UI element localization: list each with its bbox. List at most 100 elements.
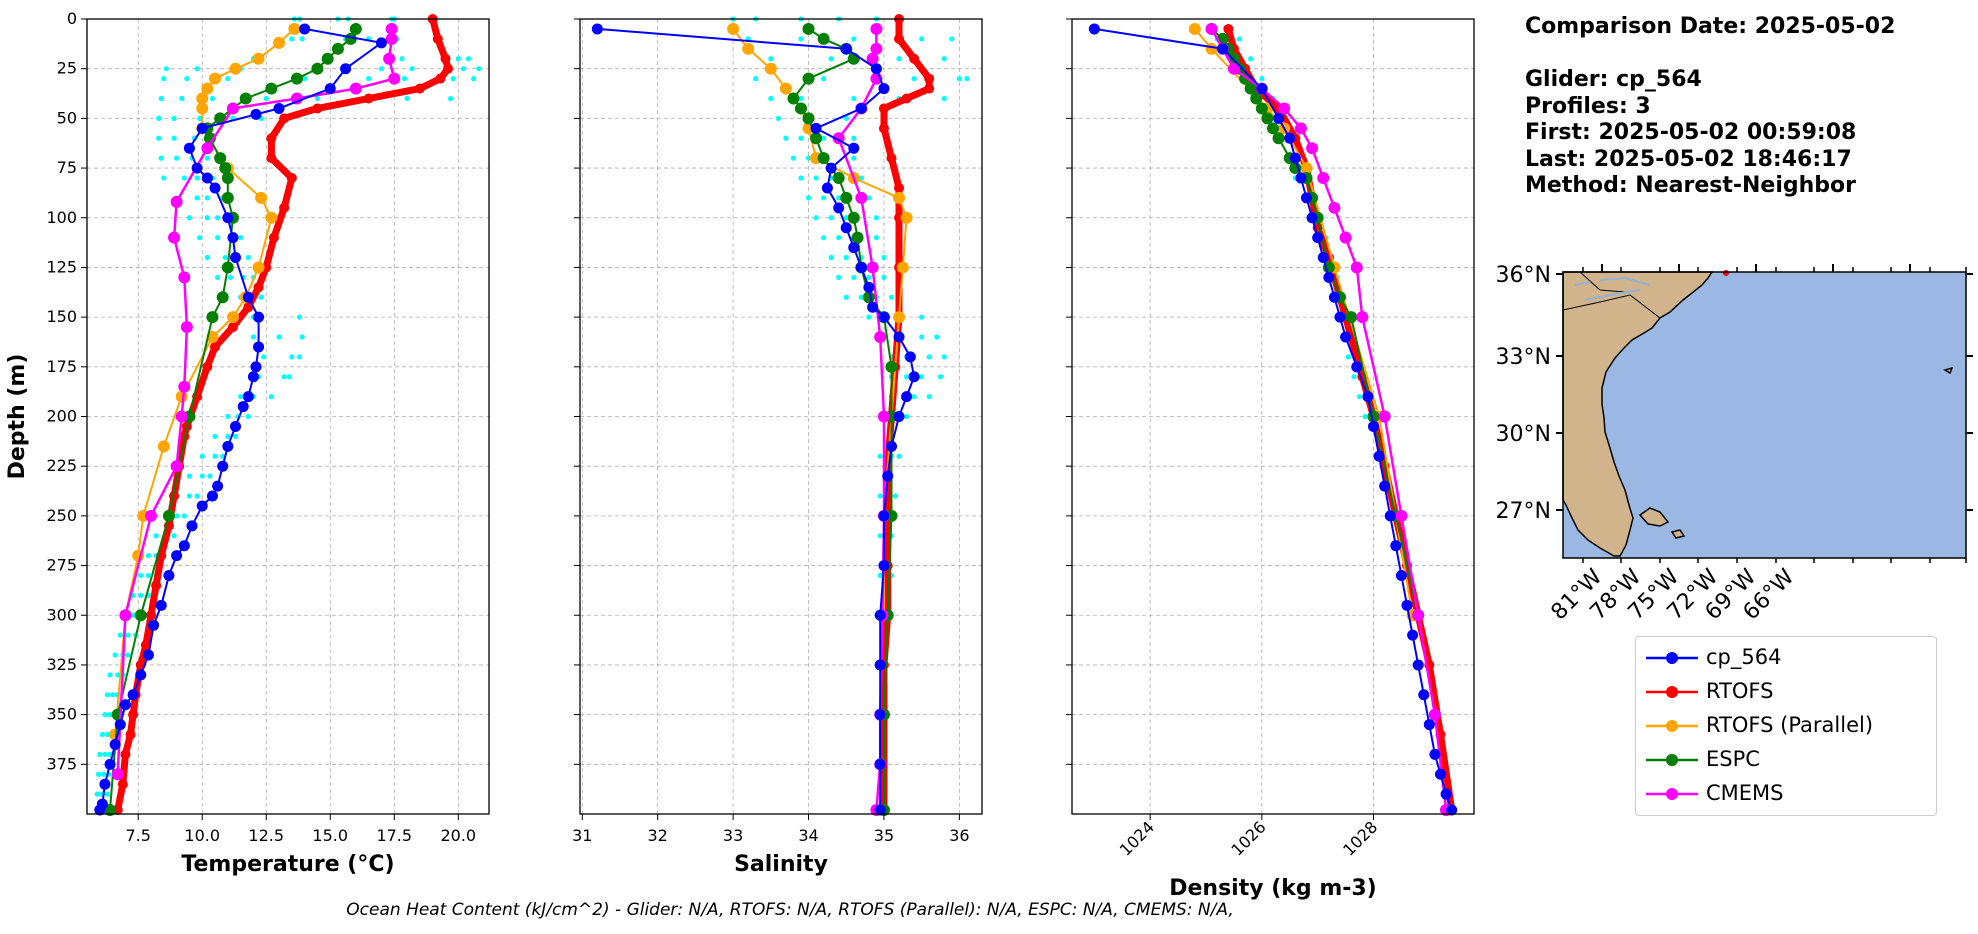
density-panel: 1024 1026 1028 Density (kg m-3) [1066,18,1475,901]
data-point [727,22,740,35]
data-point [186,520,198,532]
raw-point [110,692,116,698]
x-tick-label: 7.5 [125,826,150,845]
raw-point [186,493,193,499]
raw-point [314,95,321,102]
raw-point [409,66,415,72]
data-point [230,420,242,432]
glider-location-marker [1723,270,1729,276]
raw-point [186,215,193,221]
x-tick-label: 1024 [1116,817,1158,859]
data-point [279,202,290,213]
raw-point [888,294,895,300]
raw-point [97,751,103,757]
raw-point [753,76,759,82]
data-point [1334,311,1346,323]
raw-point [851,135,857,141]
raw-point [843,254,849,261]
raw-point [821,235,827,241]
raw-point [450,76,456,82]
raw-point [941,95,947,102]
raw-point [1259,76,1265,82]
data-point [252,261,265,274]
raw-point [102,751,108,757]
legend-item-cmems: CMEMS [1636,777,1936,811]
data-point [201,82,214,95]
series-line [597,27,916,810]
data-point [266,153,277,164]
legend-label: cp_564 [1706,645,1782,669]
data-point [1317,172,1330,184]
data-point [1312,232,1324,244]
data-point [443,63,454,74]
data-point [874,659,886,671]
raw-point [828,56,834,62]
data-point [1295,172,1307,184]
raw-point [107,672,113,678]
data-point [1367,410,1380,423]
data-point [252,52,265,65]
x-axis-label: Density (kg m-3) [1169,876,1377,901]
data-point [848,242,860,254]
raw-point [171,533,177,539]
series-line [1094,27,1453,811]
data-point [1300,162,1313,175]
map-land [1562,271,1714,557]
data-point [206,311,219,324]
y-tick-label: 100 [46,208,77,227]
axes-frame [579,18,983,815]
raw-point [903,413,910,420]
series-cmems [1205,22,1453,817]
raw-point [156,135,162,141]
data-point [104,804,117,817]
raw-point [866,314,872,320]
raw-point [104,791,111,797]
raw-point [250,334,257,340]
data-point [221,261,234,274]
salinity-panel: 31 32 33 34 35 36 Salinity [572,14,983,877]
data-point [1428,708,1441,721]
raw-point [158,95,164,102]
data-point [1345,311,1358,324]
data-point [171,550,183,562]
raw-point [238,235,244,241]
map-state-border [1579,271,1626,293]
data-point [866,52,879,65]
raw-point [156,115,162,121]
raw-point [179,95,185,102]
raw-point [911,394,917,400]
y-tick-label: 175 [46,357,77,376]
raw-point [245,413,251,420]
data-point [1373,450,1385,462]
data-point [151,580,162,591]
raw-point [877,572,883,579]
data-point [273,36,286,49]
data-point [221,172,234,184]
data-point [312,103,323,114]
data-point [250,108,262,120]
raw-point [805,155,812,161]
data-point [201,142,214,155]
data-point [1351,361,1363,373]
data-point [909,53,920,64]
raw-point [95,771,102,777]
data-point [221,191,234,204]
raw-point [214,215,221,221]
data-point [331,42,344,55]
data-point [210,341,221,352]
data-point [311,62,324,75]
series-line [1194,28,1414,616]
data-point [111,768,124,781]
glider-raw-points [94,16,482,797]
data-point [855,102,867,114]
y-tick-label: 200 [46,407,77,426]
raw-point [1345,354,1351,360]
raw-point [209,95,216,102]
raw-point [798,175,804,181]
data-point [214,152,227,165]
x-tick-label: 34 [798,826,818,845]
data-point [180,321,193,334]
data-point [1395,509,1408,522]
raw-point [866,274,872,280]
